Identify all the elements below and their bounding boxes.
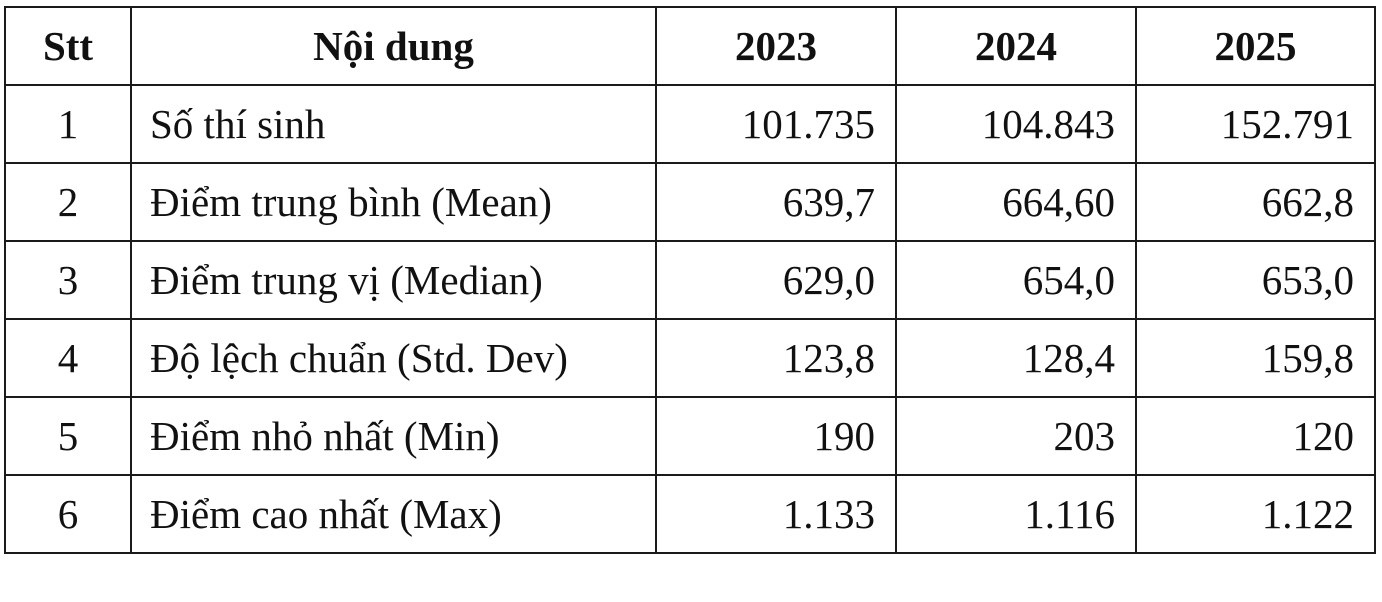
table-row: 3 Điểm trung vị (Median) 629,0 654,0 653…	[4, 240, 1376, 320]
row-stt: 2	[4, 162, 132, 242]
row-stt: 4	[4, 318, 132, 398]
row-value-2025: 159,8	[1135, 318, 1376, 398]
row-value-2024: 1.116	[895, 474, 1137, 554]
row-value-2024: 104.843	[895, 84, 1137, 164]
table-row: 5 Điểm nhỏ nhất (Min) 190 203 120	[4, 396, 1376, 476]
table-row: 6 Điểm cao nhất (Max) 1.133 1.116 1.122	[4, 474, 1376, 554]
header-stt: Stt	[4, 6, 132, 86]
header-year-2025: 2025	[1135, 6, 1376, 86]
row-content: Điểm trung vị (Median)	[130, 240, 657, 320]
row-value-2025: 120	[1135, 396, 1376, 476]
row-value-2025: 662,8	[1135, 162, 1376, 242]
row-stt: 1	[4, 84, 132, 164]
table-row: 4 Độ lệch chuẩn (Std. Dev) 123,8 128,4 1…	[4, 318, 1376, 398]
row-value-2025: 1.122	[1135, 474, 1376, 554]
row-value-2024: 654,0	[895, 240, 1137, 320]
header-year-2024: 2024	[895, 6, 1137, 86]
header-row: Stt Nội dung 2023 2024 2025	[4, 6, 1376, 86]
row-value-2023: 101.735	[655, 84, 897, 164]
row-value-2023: 629,0	[655, 240, 897, 320]
statistics-table: Stt Nội dung 2023 2024 2025 1 Số thí sin…	[4, 6, 1376, 554]
row-value-2023: 1.133	[655, 474, 897, 554]
row-content: Điểm trung bình (Mean)	[130, 162, 657, 242]
row-value-2024: 664,60	[895, 162, 1137, 242]
header-content: Nội dung	[130, 6, 657, 86]
table-row: 1 Số thí sinh 101.735 104.843 152.791	[4, 84, 1376, 164]
row-value-2024: 203	[895, 396, 1137, 476]
row-value-2025: 653,0	[1135, 240, 1376, 320]
row-content: Số thí sinh	[130, 84, 657, 164]
header-year-2023: 2023	[655, 6, 897, 86]
row-value-2025: 152.791	[1135, 84, 1376, 164]
row-stt: 3	[4, 240, 132, 320]
table-row: 2 Điểm trung bình (Mean) 639,7 664,60 66…	[4, 162, 1376, 242]
row-value-2023: 190	[655, 396, 897, 476]
row-stt: 5	[4, 396, 132, 476]
row-stt: 6	[4, 474, 132, 554]
row-content: Điểm cao nhất (Max)	[130, 474, 657, 554]
statistics-table-container: Stt Nội dung 2023 2024 2025 1 Số thí sin…	[4, 6, 1376, 554]
row-content: Điểm nhỏ nhất (Min)	[130, 396, 657, 476]
row-value-2023: 123,8	[655, 318, 897, 398]
row-value-2023: 639,7	[655, 162, 897, 242]
row-content: Độ lệch chuẩn (Std. Dev)	[130, 318, 657, 398]
row-value-2024: 128,4	[895, 318, 1137, 398]
